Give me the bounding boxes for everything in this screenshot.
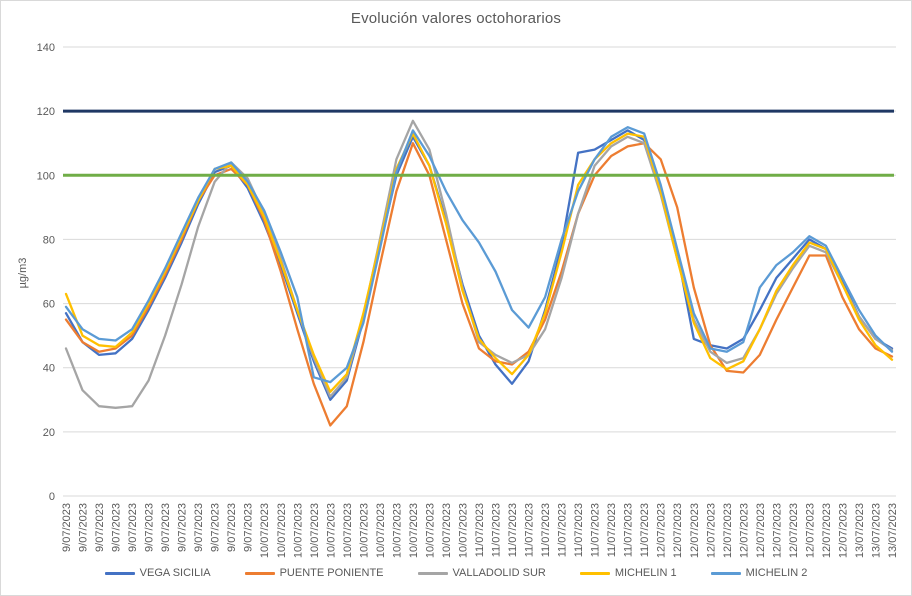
x-axis-label: 9/07/2023 [210,503,222,552]
legend-label: PUENTE PONIENTE [279,567,384,579]
x-axis-label: 9/07/2023 [61,503,73,552]
x-axis-label: 11/07/2023 [474,503,486,557]
legend-swatch-puente-poniente [244,571,275,575]
x-axis-label: 9/07/2023 [78,503,90,552]
x-axis-label: 12/07/2023 [689,503,701,558]
y-axis-tick-label: 0 [49,491,55,503]
chart-title: Evolución valores octohorarios [350,10,562,27]
x-axis-label: 10/07/2023 [292,503,304,558]
series-line-michelin-2 [64,126,894,384]
x-axis-label: 11/07/2023 [557,503,569,557]
legend-label: MICHELIN 1 [614,567,677,579]
legend-label: VALLADOLID SUR [452,567,546,579]
x-axis-label: 11/07/2023 [606,503,618,557]
x-axis-label: 10/07/2023 [408,503,420,558]
y-axis-tick-label: 120 [37,106,55,118]
x-axis-label: 9/07/2023 [127,503,139,552]
x-axis-label: 10/07/2023 [276,503,288,558]
x-axis-label: 10/07/2023 [358,503,370,558]
y-axis-tick-label: 40 [43,363,55,375]
x-axis-label: 13/07/2023 [870,503,882,558]
legend-label: VEGA SICILIA [139,567,211,579]
x-axis-label: 10/07/2023 [375,503,387,558]
x-axis-label: 11/07/2023 [524,503,536,557]
series-line-puente-poniente [64,142,894,427]
x-axis-label: 10/07/2023 [441,503,453,558]
x-axis-label: 12/07/2023 [705,503,717,558]
y-axis-title: µg/m3 [17,258,29,289]
x-axis-label: 11/07/2023 [639,503,651,557]
series-line-vega-sicilia [64,129,894,401]
x-axis-labels: 9/07/2023 9/07/2023 9/07/2023 9/07/2023 9/07… [61,503,899,558]
x-axis-label: 10/07/2023 [342,503,354,558]
legend-item-vega-sicilia: VEGA SICILIA [104,567,211,579]
x-axis-label: 11/07/2023 [623,503,635,557]
x-axis-label: 9/07/2023 [226,503,238,552]
x-axis-label: 10/07/2023 [457,503,469,558]
y-axis-tick-label: 60 [43,299,55,311]
x-axis-label: 9/07/2023 [177,503,189,552]
x-axis-label: 12/07/2023 [738,503,750,558]
x-axis-label: 12/07/2023 [804,503,816,558]
x-axis-label: 10/07/2023 [309,503,321,558]
x-axis-label: 11/07/2023 [573,503,585,557]
y-axis-tick-label: 140 [37,42,55,54]
x-axis-label: 9/07/2023 [144,503,156,552]
x-axis-label: 9/07/2023 [111,503,123,552]
x-axis-label: 13/07/2023 [854,503,866,558]
legend-swatch-michelin-2 [710,571,741,575]
x-axis-label: 9/07/2023 [94,503,106,552]
x-axis-label: 12/07/2023 [788,503,800,558]
legend: VEGA SICILIA PUENTE PONIENTE VALLADOLID SU… [1,567,911,579]
legend-item-puente-poniente: PUENTE PONIENTE [244,567,384,579]
x-axis-label: 9/07/2023 [160,503,172,552]
x-axis-label: 13/07/2023 [887,503,899,558]
x-axis-label: 9/07/2023 [243,503,255,552]
x-axis-label: 11/07/2023 [590,503,602,557]
x-axis-label: 12/07/2023 [755,503,767,558]
x-axis-label: 12/07/2023 [656,503,668,558]
legend-label: MICHELIN 2 [745,567,808,579]
series-line-valladolid-sur [64,119,894,409]
legend-swatch-michelin-1 [579,571,610,575]
x-axis-label: 12/07/2023 [722,503,734,558]
x-axis-label: 11/07/2023 [491,503,503,557]
legend-swatch-valladolid-sur [417,571,448,575]
y-axis-tick-label: 100 [37,170,55,182]
x-axis-label: 11/07/2023 [540,503,552,557]
x-axis-label: 12/07/2023 [672,503,684,558]
legend-swatch-vega-sicilia [104,571,135,575]
legend-item-michelin-2: MICHELIN 2 [710,567,808,579]
legend-item-valladolid-sur: VALLADOLID SUR [417,567,546,579]
series-line-michelin-1 [64,132,894,393]
series-lines [64,119,894,427]
x-axis-label: 12/07/2023 [771,503,783,558]
x-axis-label: 10/07/2023 [391,503,403,558]
x-axis-label: 12/07/2023 [837,503,849,558]
legend-item-michelin-1: MICHELIN 1 [579,567,677,579]
x-axis-label: 10/07/2023 [325,503,337,558]
x-axis-label: 10/07/2023 [259,503,271,558]
y-axis-tick-labels: 0 20 40 60 80 100 120 140 [37,42,55,503]
x-axis-label: 12/07/2023 [821,503,833,558]
x-axis-label: 10/07/2023 [424,503,436,558]
x-axis-label: 9/07/2023 [193,503,205,552]
reference-lines [63,109,894,177]
y-axis-tick-label: 20 [43,427,55,439]
x-axis-label: 11/07/2023 [507,503,519,557]
y-axis-tick-label: 80 [43,234,55,246]
